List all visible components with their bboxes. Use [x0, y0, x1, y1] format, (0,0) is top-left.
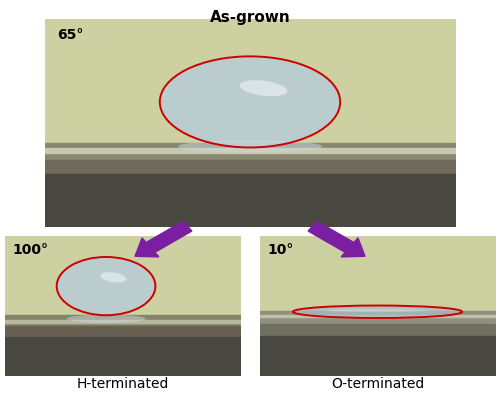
Ellipse shape [100, 273, 126, 283]
Text: 100°: 100° [12, 242, 48, 256]
Text: 10°: 10° [267, 242, 293, 256]
Text: As-grown: As-grown [210, 10, 290, 25]
Text: 65°: 65° [58, 28, 84, 42]
FancyArrow shape [135, 222, 192, 257]
Ellipse shape [240, 81, 288, 97]
Text: H-terminated: H-terminated [76, 376, 168, 390]
Text: O-terminated: O-terminated [331, 376, 424, 390]
Ellipse shape [56, 257, 156, 316]
Ellipse shape [160, 57, 340, 148]
FancyArrow shape [308, 222, 365, 257]
Ellipse shape [178, 141, 322, 153]
Ellipse shape [66, 315, 146, 323]
Ellipse shape [326, 309, 428, 312]
Ellipse shape [293, 306, 462, 318]
